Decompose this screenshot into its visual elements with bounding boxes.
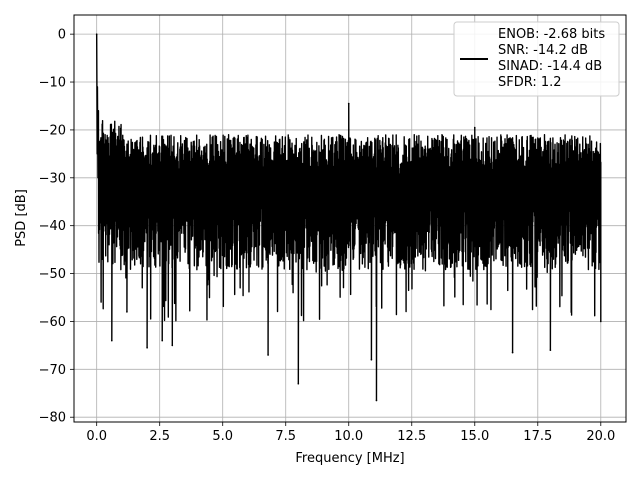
y-tick-label: −40 <box>39 219 66 234</box>
legend-snr: SNR: -14.2 dB <box>498 43 588 58</box>
null-point <box>375 399 378 402</box>
x-tick-label: 0.0 <box>86 429 107 444</box>
null-point <box>111 339 113 342</box>
y-tick-label: −10 <box>39 76 66 91</box>
legend-sfdr: SFDR: 1.2 <box>498 75 562 90</box>
null-point <box>549 349 552 351</box>
y-axis-label: PSD [dB] <box>14 189 29 247</box>
x-tick-label: 10.0 <box>334 429 363 444</box>
legend: ENOB: -2.68 bits SNR: -14.2 dB SINAD: -1… <box>453 21 620 97</box>
y-tick-label: −20 <box>39 123 66 138</box>
y-tick-label: 0 <box>58 28 66 43</box>
null-point <box>297 382 300 385</box>
y-tick-label: −80 <box>39 411 66 426</box>
legend-box <box>453 21 620 97</box>
x-tick-label: 15.0 <box>460 429 489 444</box>
spur-point <box>473 126 476 129</box>
null-point <box>511 351 514 354</box>
null-point <box>161 339 164 342</box>
null-point <box>126 311 128 313</box>
x-tick-label: 17.5 <box>523 429 552 444</box>
legend-sinad: SINAD: -14.4 dB <box>498 59 602 74</box>
axes-frame <box>73 14 627 423</box>
spur-point <box>347 102 350 105</box>
y-tick-label: −60 <box>39 315 66 330</box>
x-tick-label: 12.5 <box>397 429 426 444</box>
x-tick-label: 20.0 <box>586 429 615 444</box>
null-point <box>171 344 174 347</box>
x-tick-label: 5.0 <box>212 429 233 444</box>
null-point <box>267 354 269 356</box>
x-axis-ticks: 0.0 2.5 5.0 7.5 10.0 12.5 15.0 17.5 20.0 <box>86 422 615 444</box>
y-tick-label: −70 <box>39 363 66 378</box>
x-axis-label: Frequency [MHz] <box>295 451 404 466</box>
y-tick-label: −30 <box>39 171 66 186</box>
x-tick-label: 2.5 <box>149 429 170 444</box>
y-axis-ticks: 0 −10 −20 −30 −40 −50 −60 −70 −80 <box>39 28 74 426</box>
plot-area <box>95 33 602 402</box>
legend-enob: ENOB: -2.68 bits <box>498 27 605 42</box>
y-tick-label: −50 <box>39 267 66 282</box>
x-tick-label: 7.5 <box>275 429 296 444</box>
null-point <box>599 320 602 323</box>
null-point <box>370 358 373 361</box>
null-point <box>146 346 148 349</box>
dc-peak-point <box>95 33 98 35</box>
